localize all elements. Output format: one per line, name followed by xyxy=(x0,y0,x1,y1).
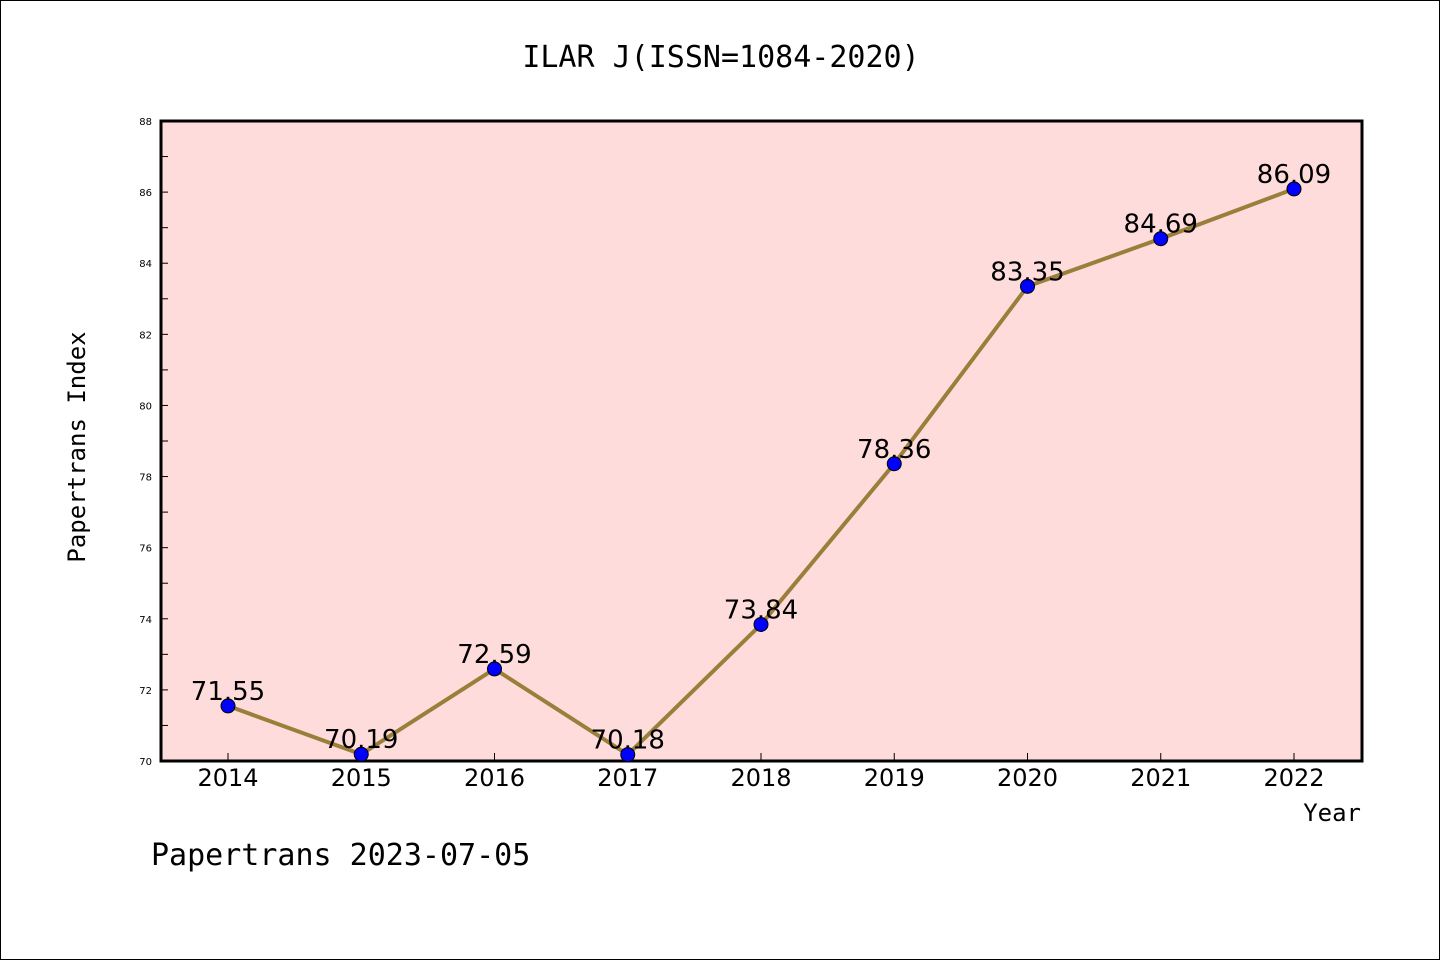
x-tick-label: 2014 xyxy=(197,764,258,792)
data-label: 84.69 xyxy=(1124,210,1198,240)
data-point xyxy=(487,661,502,677)
data-labels: 71.55 70.19 72.59 70.18 73.84 78.36 83.35 84.69… xyxy=(191,160,1331,756)
x-tick-label: 2015 xyxy=(331,764,392,792)
footer-text: Papertrans 2023-07-05 xyxy=(151,838,530,873)
data-label: 71.55 xyxy=(191,677,265,707)
x-tick-label: 2022 xyxy=(1263,764,1324,792)
data-point xyxy=(1020,278,1035,294)
y-tick-label: 86 xyxy=(139,188,152,199)
x-tick-label: 2016 xyxy=(464,764,525,792)
data-label: 70.18 xyxy=(591,726,665,756)
chart-title: ILAR J(ISSN=1084-2020) xyxy=(522,40,919,75)
data-points xyxy=(220,181,1302,763)
y-tick-label: 88 xyxy=(139,117,152,128)
data-point xyxy=(1153,231,1169,247)
x-axis: 2014 2015 2016 2017 2018 2019 2020 2021 2022 xyxy=(197,753,1325,792)
y-tick-label: 78 xyxy=(139,473,152,484)
y-axis: 70 72 74 76 78 80 82 84 86 88 xyxy=(139,117,168,768)
y-tick-label: 82 xyxy=(139,330,152,341)
data-label: 78.36 xyxy=(857,435,931,465)
y-tick-label: 72 xyxy=(139,686,152,697)
x-tick-label: 2017 xyxy=(597,764,658,792)
data-point xyxy=(220,698,236,714)
x-axis-label: Year xyxy=(1303,799,1361,827)
data-label: 86.09 xyxy=(1257,160,1331,190)
plot-area xyxy=(159,119,1364,763)
data-point xyxy=(886,456,902,472)
y-tick-label: 84 xyxy=(139,259,152,270)
data-point xyxy=(620,747,636,763)
data-label: 72.59 xyxy=(457,640,531,670)
x-tick-label: 2018 xyxy=(730,764,791,792)
y-tick-label: 76 xyxy=(139,544,152,555)
y-axis-label: Papertrans Index xyxy=(63,331,91,562)
data-point xyxy=(1286,181,1302,197)
data-point xyxy=(353,746,369,762)
y-tick-label: 74 xyxy=(139,615,152,626)
y-tick-label: 70 xyxy=(139,757,152,768)
x-tick-label: 2019 xyxy=(864,764,925,792)
data-point xyxy=(753,616,769,632)
data-label: 83.35 xyxy=(990,257,1064,287)
x-tick-label: 2021 xyxy=(1130,764,1191,792)
y-tick-label: 80 xyxy=(139,401,152,412)
data-label: 70.19 xyxy=(324,725,398,755)
x-tick-label: 2020 xyxy=(997,764,1058,792)
data-label: 73.84 xyxy=(724,595,798,625)
